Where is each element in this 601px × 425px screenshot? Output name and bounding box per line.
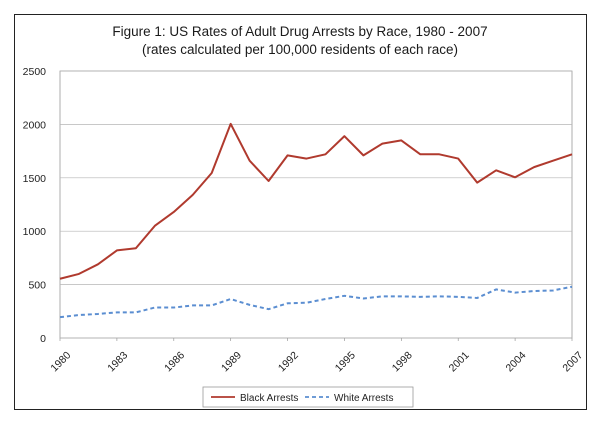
- series-lines: [59, 122, 573, 319]
- series-line-black-arrests: [59, 122, 573, 280]
- x-axis-tick-labels: 1980 1983 1986 1989 1992 1995 1998 2001 2004 2007: [48, 338, 585, 374]
- x-tick-label: 1995: [333, 349, 358, 374]
- chart-title: Figure 1: US Rates of Adult Drug Arrests…: [112, 24, 487, 39]
- y-axis-tick-labels: 0 500 1000 1500 2000 2500: [23, 66, 47, 345]
- legend-label-black-arrests: Black Arrests: [240, 393, 298, 404]
- legend: Black Arrests White Arrests: [202, 386, 414, 408]
- y-tick-label: 1500: [23, 173, 47, 185]
- y-tick-label: 0: [40, 333, 46, 345]
- y-tick-label: 2500: [23, 66, 47, 78]
- x-tick-label: 2001: [447, 349, 472, 374]
- x-tick-label: 2007: [560, 349, 585, 374]
- chart-subtitle: (rates calculated per 100,000 residents …: [142, 42, 458, 57]
- x-tick-label: 1980: [48, 349, 73, 374]
- y-tick-label: 2000: [23, 119, 47, 131]
- x-tick-label: 1986: [162, 349, 187, 374]
- x-tick-label: 2004: [503, 349, 528, 374]
- x-tick-label: 1983: [105, 349, 130, 374]
- x-tick-label: 1998: [390, 349, 415, 374]
- y-tick-label: 500: [28, 280, 46, 292]
- legend-label-white-arrests: White Arrests: [334, 393, 393, 404]
- y-tick-label: 1000: [23, 226, 47, 238]
- series-line-white-arrests: [59, 285, 573, 319]
- grid-lines: [60, 70, 572, 339]
- plot-area: [59, 70, 573, 339]
- x-tick-label: 1989: [219, 349, 244, 374]
- x-tick-label: 1992: [276, 349, 301, 374]
